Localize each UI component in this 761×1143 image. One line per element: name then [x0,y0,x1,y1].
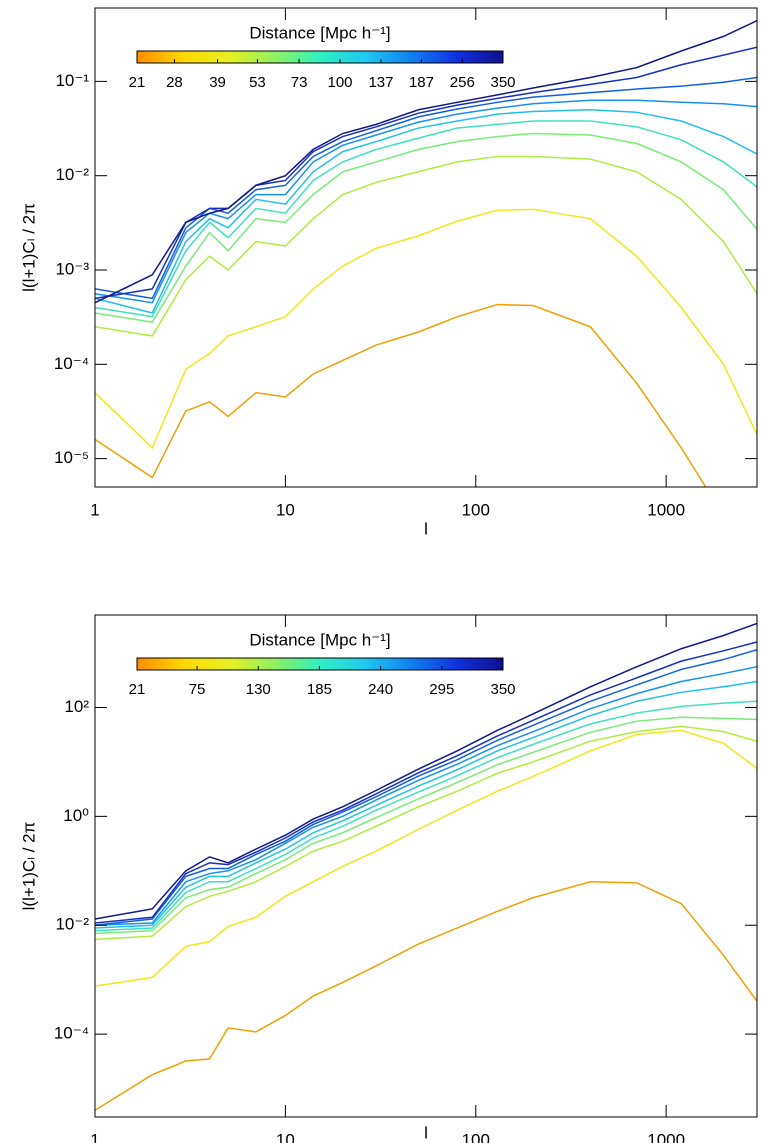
series-line [95,700,757,932]
series-line [95,649,757,926]
series-line [95,109,757,314]
x-tick-label: 10 [276,500,295,519]
colorbar [136,50,504,64]
x-axis-label: l [424,1123,428,1142]
colorbar-title: Distance [Mpc h⁻¹] [249,630,390,649]
series-line [95,622,757,920]
colorbar-tick-label: 28 [166,74,183,91]
series-line [95,132,757,323]
colorbar-tick-label: 350 [490,74,515,91]
series-line [95,208,757,450]
x-tick-label: 10 [276,1130,295,1143]
y-tick-label: 10⁰ [63,806,89,825]
x-tick-label: 1000 [647,500,685,519]
series-line [95,155,757,337]
x-tick-label: 1 [90,500,99,519]
colorbar-tick-label: 185 [307,681,332,698]
colorbar-tick-label: 350 [490,681,515,698]
series-line [95,46,757,300]
series-line [95,76,757,300]
y-tick-label: 10⁻³ [55,259,89,278]
colorbar-tick-label: 21 [129,681,146,698]
series-line [95,303,707,487]
x-tick-label: 100 [462,500,490,519]
series-line [95,880,757,1111]
series-line [95,716,757,935]
colorbar-tick-label: 53 [249,74,266,91]
colorbar-tick-label: 39 [209,74,226,91]
y-axis-label: l(l+1)Cₗ / 2π [19,822,38,911]
y-tick-label: 10⁻⁵ [54,448,89,467]
y-tick-label: 10² [64,697,89,716]
colorbar-tick-label: 295 [429,681,454,698]
series-line [95,725,757,941]
colorbar [136,657,504,671]
colorbar-tick-label: 100 [328,74,353,91]
colorbar-tick-label: 137 [368,74,393,91]
y-tick-label: 10⁻² [55,915,89,934]
x-tick-label: 1 [90,1130,99,1143]
series-line [95,641,757,924]
colorbar-tick-label: 73 [291,74,308,91]
colorbar-tick-label: 130 [246,681,271,698]
series-line [95,729,757,987]
colorbar-title: Distance [Mpc h⁻¹] [249,23,390,42]
y-tick-label: 10⁻¹ [55,71,89,90]
colorbar-tick-label: 187 [409,74,434,91]
x-tick-label: 1000 [647,1130,685,1143]
y-tick-label: 10⁻² [55,165,89,184]
chart-panel: 1 10 100 1000 10⁻¹ 10⁻² 10⁻³ 10⁻⁴ 10⁻⁵ l l(l+1)Cₗ … [19,7,758,538]
colorbar-tick-label: 256 [450,74,475,91]
series-line [95,20,757,304]
x-tick-label: 100 [462,1130,490,1143]
plot-frame [94,7,758,488]
series-line [95,120,757,318]
y-axis-label: l(l+1)Cₗ / 2π [19,203,38,292]
y-tick-label: 10⁻⁴ [54,354,89,373]
plot-frame [94,614,758,1118]
colorbar-tick-label: 75 [189,681,206,698]
y-tick-label: 10⁻⁴ [54,1024,89,1043]
series-group [95,20,757,487]
colorbar-tick-label: 21 [129,74,146,91]
series-line [95,666,757,926]
chart-panel: 1 10 100 1000 10² 10⁰ 10⁻² 10⁻⁴ l l(l+1)Cₗ / 2π Di… [19,614,758,1143]
series-line [95,680,757,929]
colorbar-tick-label: 240 [368,681,393,698]
series-group [95,622,757,1111]
x-axis-label: l [424,519,428,538]
